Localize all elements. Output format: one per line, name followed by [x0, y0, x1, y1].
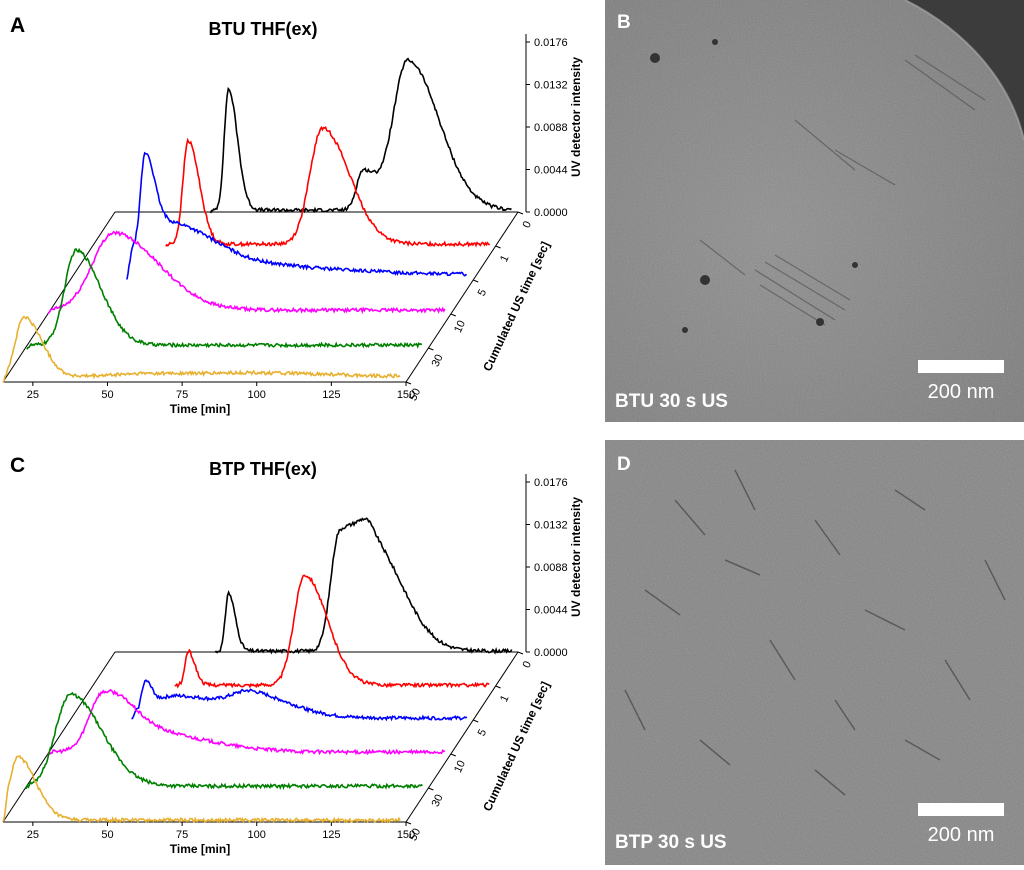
panel-letter-b: B	[617, 12, 631, 33]
y-tick-label: 0.0132	[534, 80, 568, 92]
y-tick-label: 0.0176	[534, 477, 568, 489]
chart-c-svg: C BTP THF(ex) 25 50 75 100 125 1500.00000.004…	[2, 454, 583, 856]
z-tick-label: 10	[452, 759, 468, 775]
z-tick	[495, 685, 501, 689]
series-line-50	[2, 315, 401, 383]
chart-title-c: BTP THF(ex)	[209, 459, 317, 479]
depth-axis-left	[2, 651, 116, 823]
z-tick	[405, 821, 412, 825]
grid-hole-edge	[905, 0, 1024, 140]
caption-b: BTU 30 s US	[615, 391, 728, 412]
series-line-5	[131, 679, 468, 722]
caption-d: BTP 30 s US	[615, 832, 727, 853]
x-axis-title-a: Time [min]	[170, 402, 230, 416]
x-axis-title-c: Time [min]	[170, 842, 230, 856]
x-tick-label: 100	[248, 389, 266, 401]
z-tick-label: 0	[521, 659, 534, 670]
series-line-0	[214, 517, 513, 655]
y-tick-label: 0.0088	[534, 562, 568, 574]
chart-a-svg: A BTU THF(ex) 25 50 75 100 125 1500.00000.004…	[2, 14, 583, 416]
y-tick-label: 0.0176	[534, 37, 568, 49]
z-tick-label: 5	[476, 287, 489, 298]
z-tick	[428, 347, 434, 351]
z-tick	[428, 787, 434, 791]
series-line-30	[25, 691, 423, 791]
series-line-5	[126, 151, 468, 280]
z-tick	[473, 719, 479, 723]
y-tick-label: 0.0000	[534, 207, 568, 219]
z-tick-label: 10	[452, 319, 468, 335]
micrograph-b-image: B 200 nm BTU 30 s US	[605, 0, 1024, 422]
y-tick-label: 0.0044	[534, 605, 568, 617]
z-tick	[405, 381, 412, 385]
series-line-1	[174, 574, 490, 689]
series-line-10	[47, 230, 446, 315]
series-line-30	[26, 247, 423, 350]
depth-axis-right	[405, 651, 519, 823]
series-line-50	[2, 754, 401, 824]
chart-panel-c: C BTP THF(ex) 25 50 75 100 125 150 0.0000 0.004…	[0, 440, 604, 865]
panel-letter-c: C	[10, 454, 25, 477]
y-tick-label: 0.0088	[534, 122, 568, 134]
z-tick	[450, 753, 456, 757]
scale-label-d: 200 nm	[928, 824, 995, 846]
x-tick-label: 100	[248, 829, 266, 841]
fibrils-b	[699, 54, 986, 326]
z-axis-title-c: Cumulated US time [sec]	[480, 679, 552, 813]
z-tick	[495, 245, 501, 249]
x-tick-label: 75	[176, 389, 188, 401]
micrograph-d: D 200 nm BTP 30 s US	[605, 440, 1024, 865]
micrograph-d-image: D 200 nm BTP 30 s US	[605, 440, 1024, 865]
z-tick-label: 1	[498, 693, 511, 704]
x-tick-label: 50	[101, 829, 113, 841]
depth-axis-left	[2, 211, 116, 383]
z-tick-label: 50	[407, 387, 423, 403]
z-tick	[517, 651, 524, 655]
micrograph-b: B 200 nm BTU 30 s US	[605, 0, 1024, 422]
z-tick-label: 1	[498, 253, 511, 264]
scale-bar-b	[918, 360, 1004, 373]
panel-letter-d: D	[617, 454, 631, 475]
x-tick-label: 75	[176, 829, 188, 841]
z-tick	[450, 313, 456, 317]
x-tick-label: 50	[101, 389, 113, 401]
z-tick-label: 0	[521, 219, 534, 230]
panel-letter-a: A	[10, 14, 25, 37]
series-line-1	[165, 125, 491, 248]
x-tick-label: 125	[322, 389, 340, 401]
y-axis-title-a: UV detector intensity	[569, 57, 583, 177]
y-axis-title-c: UV detector intensity	[569, 497, 583, 617]
z-tick	[473, 279, 479, 283]
scale-label-b: 200 nm	[928, 381, 995, 403]
x-tick-label: 150	[397, 389, 415, 401]
x-tick-label: 25	[27, 829, 39, 841]
x-tick-label: 125	[322, 829, 340, 841]
y-tick-label: 0.0044	[534, 165, 568, 177]
chart-title-a: BTU THF(ex)	[209, 19, 318, 39]
series-line-0	[209, 57, 512, 214]
x-tick-label: 25	[27, 389, 39, 401]
fibrils-d	[624, 469, 1006, 796]
particles-b	[650, 39, 858, 333]
x-tick-label: 150	[397, 829, 415, 841]
scale-bar-d	[918, 803, 1004, 816]
z-tick-label: 30	[430, 793, 446, 809]
y-tick-label: 0.0132	[534, 520, 568, 532]
z-tick-label: 30	[430, 353, 446, 369]
z-tick	[517, 211, 524, 215]
series-line-10	[47, 688, 446, 756]
z-tick-label: 5	[476, 727, 489, 738]
y-tick-label: 0.0000	[534, 647, 568, 659]
z-axis-title-a: Cumulated US time [sec]	[480, 239, 552, 373]
z-tick-label: 50	[407, 827, 423, 843]
depth-axis-right	[405, 211, 519, 383]
chart-panel-a: A BTU THF(ex) 25 50 75 100 125 150 0.0000 0.004…	[0, 0, 604, 425]
